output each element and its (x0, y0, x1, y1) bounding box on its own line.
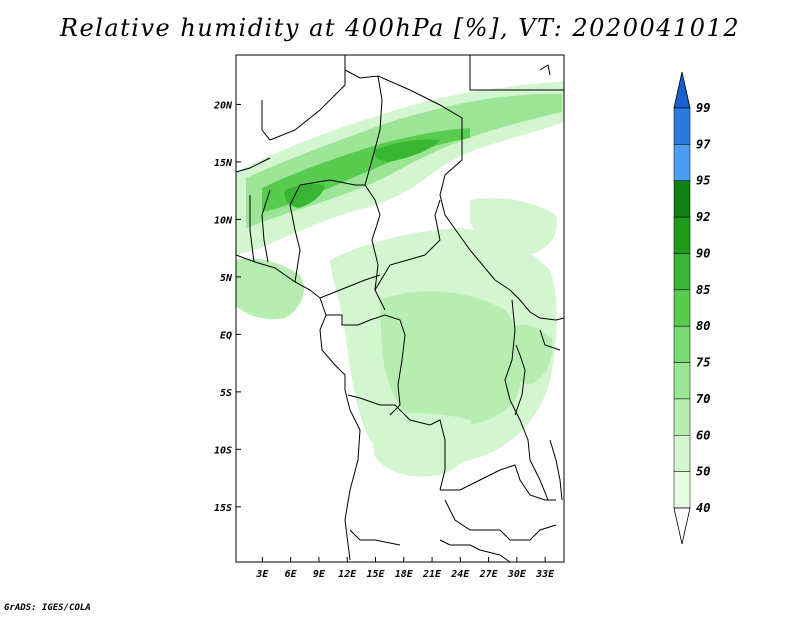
lon-tick-label: 12E (338, 569, 357, 580)
lat-tick-label: 20N (213, 100, 233, 111)
colorbar-segment (673, 253, 691, 291)
colorbar-label: 80 (696, 319, 710, 333)
lon-tick-label: 9E (313, 569, 326, 580)
lat-tick-label: 5N (220, 273, 233, 284)
humidity-south-patch (372, 413, 474, 477)
lat-tick-label: 10S (214, 445, 232, 456)
colorbar-label: 85 (696, 283, 710, 297)
lon-tick-label: 3E (255, 569, 269, 580)
lon-tick-label: 6E (285, 569, 298, 580)
colorbar-max-arrow (673, 71, 691, 109)
colorbar-label: 99 (696, 101, 710, 115)
lon-tick-label: 27E (479, 569, 499, 580)
colorbar-label: 75 (696, 356, 710, 370)
colorbar-segment (673, 435, 691, 472)
lat-tick-label: 10N (214, 215, 233, 226)
colorbar-segment (673, 471, 691, 509)
colorbar-min-arrow (673, 507, 691, 545)
lon-tick-label: 15E (366, 569, 385, 580)
map-frame (235, 54, 565, 563)
lat-tick-label: 5S (220, 388, 232, 399)
colorbar-segment (673, 325, 691, 363)
colorbar: 99 97 95 92 90 85 80 75 70 60 50 40 (673, 71, 711, 545)
lon-tick-label: 33E (535, 569, 555, 580)
colorbar-segment (673, 180, 691, 218)
latitude-axis: 20N 15N 10N 5N EQ 5S 10S 15S (213, 100, 241, 514)
colorbar-segment (673, 216, 691, 254)
longitude-axis: 3E 6E 9E 12E 15E 18E 21E 24E 27E 30E 33E (255, 557, 555, 580)
lat-tick-label: 15N (214, 158, 233, 169)
lon-tick-label: 24E (450, 569, 470, 580)
colorbar-label: 50 (696, 465, 710, 479)
humidity-band-peak2 (374, 139, 440, 162)
colorbar-label: 40 (696, 501, 710, 515)
colorbar-label: 60 (696, 428, 710, 442)
lat-tick-label: 15S (214, 503, 232, 514)
colorbar-segment (673, 144, 691, 181)
lon-tick-label: 18E (395, 569, 414, 580)
humidity-west-patch (236, 258, 305, 320)
lon-tick-label: 30E (507, 569, 527, 580)
chart-title: Relative humidity at 400hPa [%], VT: 202… (59, 14, 741, 42)
lon-tick-label: 21E (422, 569, 442, 580)
humidity-central-core (380, 291, 523, 428)
colorbar-segment (673, 107, 691, 145)
footer-credit: GrADS: IGES/COLA (4, 603, 91, 613)
colorbar-segment (673, 362, 691, 400)
humidity-shading (236, 82, 564, 477)
lat-tick-label: EQ (220, 330, 232, 341)
colorbar-label: 70 (696, 392, 710, 406)
humidity-band-core (246, 93, 562, 228)
colorbar-label: 90 (696, 246, 710, 260)
colorbar-label: 97 (696, 137, 711, 151)
colorbar-label: 92 (696, 210, 710, 224)
humidity-east-patch (470, 198, 557, 256)
humidity-lake-patch (504, 324, 553, 385)
country-borders (235, 55, 565, 563)
colorbar-segment (673, 398, 691, 436)
colorbar-label: 95 (696, 174, 710, 188)
humidity-band-peak (284, 183, 325, 208)
colorbar-segment (673, 289, 691, 327)
